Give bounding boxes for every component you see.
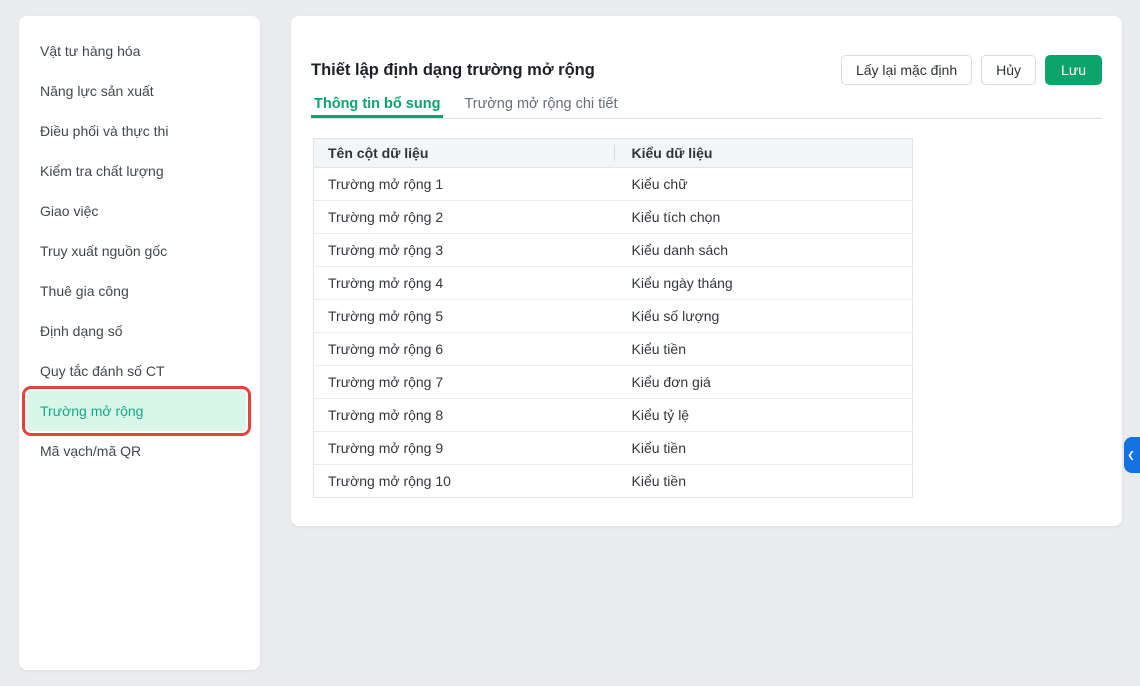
sidebar-item[interactable]: Kiểm tra chất lượng	[27, 151, 246, 191]
sidebar-item-label: Trường mở rộng	[40, 403, 144, 419]
cancel-button[interactable]: Hủy	[981, 55, 1037, 85]
tab[interactable]: Trường mở rộng chi tiết	[464, 95, 618, 112]
cell-data-type: Kiểu tiền	[613, 431, 913, 465]
table-row: Trường mở rộng 9 Kiểu tiền	[313, 431, 913, 465]
panel-collapse-toggle[interactable]: ❮	[1124, 437, 1140, 473]
sidebar-item[interactable]: Định dạng số	[27, 311, 246, 351]
table-body: Trường mở rộng 1 Kiểu chữ Trường mở rộng 2…	[313, 167, 913, 498]
cell-data-type: Kiểu đơn giá	[613, 365, 913, 399]
sidebar-item-label: Giao việc	[40, 203, 99, 219]
table-row: Trường mở rộng 3 Kiểu danh sách	[313, 233, 913, 267]
table-row: Trường mở rộng 6 Kiểu tiền	[313, 332, 913, 366]
sidebar-item[interactable]: Thuê gia công	[27, 271, 246, 311]
table-row: Trường mở rộng 8 Kiểu tỷ lệ	[313, 398, 913, 432]
sidebar-nav: Vật tư hàng hóa Năng lực sản xuất Điều phố…	[22, 31, 251, 471]
cell-column-name: Trường mở rộng 7	[313, 365, 614, 399]
sidebar-item-label: Kiểm tra chất lượng	[40, 163, 164, 179]
table-row: Trường mở rộng 5 Kiểu số lượng	[313, 299, 913, 333]
sidebar-item[interactable]: Giao việc	[27, 191, 246, 231]
sidebar-item[interactable]: Vật tư hàng hóa	[27, 31, 246, 71]
column-header-name: Tên cột dữ liệu	[313, 138, 614, 168]
table-row: Trường mở rộng 1 Kiểu chữ	[313, 167, 913, 201]
table-row: Trường mở rộng 7 Kiểu đơn giá	[313, 365, 913, 399]
sidebar-item[interactable]: Điều phối và thực thi	[27, 111, 246, 151]
sidebar-item-label: Định dạng số	[40, 323, 123, 339]
page-title: Thiết lập định dạng trường mở rộng	[311, 60, 595, 79]
sidebar-item-label: Điều phối và thực thi	[40, 123, 169, 139]
save-button[interactable]: Lưu	[1045, 55, 1102, 85]
cell-column-name: Trường mở rộng 10	[313, 464, 614, 498]
sidebar-item-label: Quy tắc đánh số CT	[40, 363, 165, 379]
main-panel: Thiết lập định dạng trường mở rộng Lấy l…	[291, 16, 1122, 526]
column-header-type: Kiểu dữ liệu	[613, 138, 913, 168]
table-header: Tên cột dữ liệu Kiểu dữ liệu	[313, 138, 913, 168]
cell-column-name: Trường mở rộng 8	[313, 398, 614, 432]
sidebar-item-label: Năng lực sản xuất	[40, 83, 154, 99]
cell-data-type: Kiểu tỷ lệ	[613, 398, 913, 432]
cell-data-type: Kiểu chữ	[613, 167, 913, 201]
cell-data-type: Kiểu tiền	[613, 332, 913, 366]
cell-data-type: Kiểu tích chọn	[613, 200, 913, 234]
sidebar: Vật tư hàng hóa Năng lực sản xuất Điều phố…	[19, 16, 260, 670]
sidebar-item-label: Vật tư hàng hóa	[40, 43, 141, 59]
cell-column-name: Trường mở rộng 4	[313, 266, 614, 300]
cell-column-name: Trường mở rộng 3	[313, 233, 614, 267]
sidebar-item[interactable]: Quy tắc đánh số CT	[27, 351, 246, 391]
sidebar-item[interactable]: Truy xuất nguồn gốc	[27, 231, 246, 271]
header-actions: Lấy lại mặc định Hủy Lưu	[840, 55, 1102, 85]
cell-data-type: Kiểu ngày tháng	[613, 266, 913, 300]
cell-column-name: Trường mở rộng 2	[313, 200, 614, 234]
cell-data-type: Kiểu danh sách	[613, 233, 913, 267]
tab[interactable]: Thông tin bổ sung	[311, 92, 444, 118]
cell-data-type: Kiểu số lượng	[613, 299, 913, 333]
table-row: Trường mở rộng 10 Kiểu tiền	[313, 464, 913, 498]
chevron-left-icon: ❮	[1127, 449, 1135, 460]
cell-column-name: Trường mở rộng 5	[313, 299, 614, 333]
tabs: Thông tin bổ sung Trường mở rộng chi tiết	[311, 92, 1102, 119]
cell-column-name: Trường mở rộng 9	[313, 431, 614, 465]
sidebar-item-label: Truy xuất nguồn gốc	[40, 243, 168, 259]
cell-column-name: Trường mở rộng 1	[313, 167, 614, 201]
table-row: Trường mở rộng 4 Kiểu ngày tháng	[313, 266, 913, 300]
sidebar-item-label: Mã vạch/mã QR	[40, 443, 142, 459]
cell-column-name: Trường mở rộng 6	[313, 332, 614, 366]
extended-fields-table: Tên cột dữ liệu Kiểu dữ liệu Trường mở r…	[313, 138, 913, 498]
panel-header: Thiết lập định dạng trường mở rộng Lấy l…	[311, 53, 1102, 87]
sidebar-item[interactable]: Trường mở rộng	[22, 386, 251, 436]
cell-data-type: Kiểu tiền	[613, 464, 913, 498]
table-row: Trường mở rộng 2 Kiểu tích chọn	[313, 200, 913, 234]
reset-defaults-button[interactable]: Lấy lại mặc định	[840, 55, 973, 85]
sidebar-item-label: Thuê gia công	[40, 283, 129, 299]
sidebar-item[interactable]: Mã vạch/mã QR	[27, 431, 246, 471]
extended-fields-table-wrap: Tên cột dữ liệu Kiểu dữ liệu Trường mở r…	[313, 138, 913, 498]
sidebar-item[interactable]: Năng lực sản xuất	[27, 71, 246, 111]
